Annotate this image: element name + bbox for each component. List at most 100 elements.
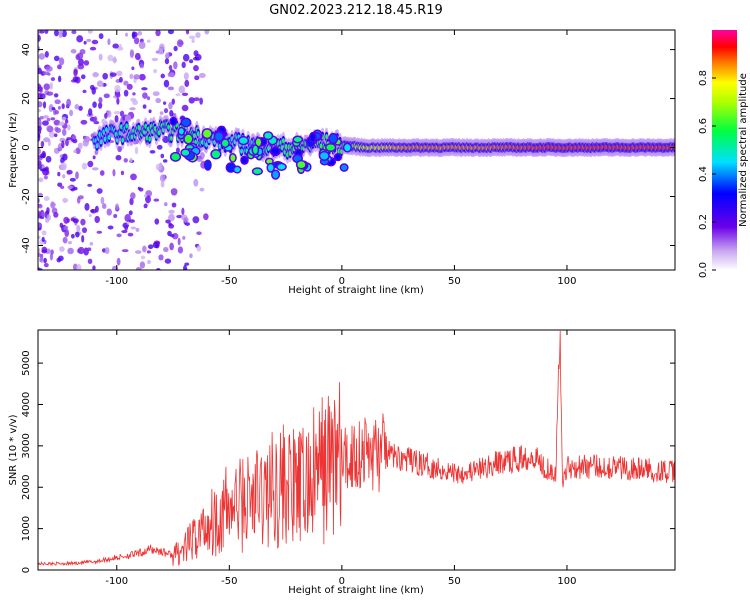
colorbar-tick-label: 0.2: [698, 214, 709, 230]
spectrogram-noise-cell: [91, 167, 99, 171]
spectrogram-noise-cell: [203, 213, 209, 221]
spectrogram-noise-cell: [77, 246, 85, 255]
spectrogram-noise-cell: [38, 247, 41, 254]
spectrogram-noise-cell: [129, 197, 134, 206]
spectrogram-noise-cell: [164, 258, 172, 264]
spectrogram-blob: [251, 144, 260, 156]
spectrogram-noise-cell: [146, 39, 151, 43]
spectrogram-y-tick-label: -40: [21, 237, 32, 253]
spectrogram-noise-cell: [62, 198, 69, 203]
spectrogram-noise-cell: [142, 92, 148, 99]
spectrogram-noise-cell: [87, 258, 93, 265]
spectrogram-noise-cell: [66, 98, 72, 107]
spectrogram-ticks: -100 -50 0 50 100 -40 -20 0 20 40: [21, 30, 675, 287]
spectrogram-noise-cell: [71, 30, 77, 35]
spectrogram-noise-cell: [159, 43, 165, 51]
colorbar-gradient: [712, 30, 737, 270]
snr-x-tick-label: 100: [557, 576, 576, 587]
spectrogram-noise-cell: [183, 72, 189, 81]
spectrogram-noise-cell: [88, 108, 93, 116]
spectrogram-noise-cell: [72, 135, 77, 140]
spectrogram-noise-cell: [65, 138, 69, 147]
spectrogram-blob: [177, 126, 186, 136]
spectrogram-noise-cell: [76, 52, 84, 60]
spectrogram-noise-cell: [152, 91, 160, 97]
spectrogram-noise-cell: [135, 266, 142, 270]
spectrogram-y-tick-label: 40: [21, 43, 32, 56]
spectrogram-noise-cell: [193, 50, 199, 57]
spectrogram-noise-cell: [89, 241, 94, 246]
spectrogram-noise-cell: [38, 101, 43, 108]
spectrogram-blob: [266, 162, 275, 173]
spectrogram-noise-cell: [38, 164, 41, 170]
spectrogram-noise-cell: [134, 250, 142, 254]
spectrogram-noise-cell: [64, 229, 70, 238]
spectrogram-noise-cell: [191, 38, 195, 44]
spectrogram-noise-cell: [164, 58, 170, 65]
spectrogram-noise-cell: [146, 250, 151, 254]
spectrogram-noise-cell: [133, 37, 140, 45]
spectrogram-noise-cell: [46, 91, 54, 96]
spectrogram-noise-cell: [66, 124, 71, 131]
spectrogram-noise-cell: [40, 140, 45, 148]
spectrogram-noise-cell: [115, 154, 122, 161]
spectrogram-noise-cell: [67, 185, 73, 190]
spectrogram-noise-cell: [171, 202, 177, 208]
spectrogram-noise-cell: [137, 31, 143, 36]
spectrogram-blob: [169, 151, 182, 162]
spectrogram-noise-cell: [178, 85, 186, 94]
spectrogram-noise-cell: [181, 104, 189, 112]
spectrogram-blob: [180, 117, 192, 128]
spectrogram-noise-cell: [173, 61, 178, 70]
spectrogram-noise-cell: [38, 204, 43, 209]
figure-title: GN02.2023.212.18.45.R19: [269, 3, 443, 18]
spectrogram-noise-cell: [153, 69, 158, 74]
spectrogram-x-tick-label: 0: [339, 276, 345, 287]
spectrogram-noise-cell: [153, 198, 160, 202]
spectrogram-noise-cell: [43, 83, 51, 91]
spectrogram-noise-cell: [44, 51, 49, 58]
snr-y-tick-label: 0: [21, 567, 32, 573]
spectrogram-blob: [201, 128, 213, 140]
spectrogram-x-tick-label: 50: [448, 276, 461, 287]
spectrogram-noise-cell: [99, 81, 104, 87]
spectrogram-noise-cell: [58, 30, 63, 38]
spectrogram-noise-cell: [89, 84, 95, 90]
spectrogram-noise-cell: [160, 73, 166, 79]
spectrogram-y-tick-label: 20: [21, 92, 32, 105]
spectrogram-noise-cell: [99, 170, 105, 176]
spectrogram-noise-cell: [43, 263, 49, 268]
spectrogram-x-tick-label: -100: [105, 276, 128, 287]
spectrogram-noise-cell: [183, 217, 189, 223]
spectrogram-noise-cell: [53, 119, 61, 126]
spectrogram-noise-cell: [156, 267, 161, 270]
spectrogram-noise-cell: [129, 49, 135, 58]
spectrogram-noise-cell: [100, 196, 105, 205]
spectrogram-blob: [228, 153, 237, 163]
spectrogram-noise-cell: [75, 231, 80, 238]
spectrogram-noise-cell: [161, 175, 166, 179]
spectrogram-noise-cell: [69, 177, 76, 182]
spectrogram-noise-cell: [80, 119, 88, 125]
spectrogram-blob: [169, 116, 178, 126]
spectrogram-noise-cell: [87, 30, 93, 34]
spectrogram-noise-cell: [91, 39, 99, 45]
spectrogram-noise-cell: [127, 232, 134, 237]
spectrogram-noise-cell: [49, 82, 54, 90]
spectrogram-noise-cell: [41, 168, 46, 172]
spectrogram-noise-cell: [168, 102, 173, 110]
spectrogram-noise-cell: [49, 252, 54, 261]
spectrogram-noise-cell: [198, 72, 206, 79]
spectrogram-noise-cell: [50, 249, 54, 255]
spectrogram-noise-cell: [139, 63, 145, 69]
spectrogram-noise-cell: [50, 77, 56, 82]
spectrogram-noise-cell: [128, 219, 135, 223]
snr-y-tick-label: 5000: [21, 350, 32, 375]
spectrogram-noise-cell: [116, 97, 120, 105]
spectrogram-noise-cell: [92, 155, 96, 160]
spectrogram-noise-cell: [75, 147, 81, 155]
spectrogram-noise-cell: [113, 56, 117, 64]
spectrogram-blob: [269, 146, 281, 157]
spectrogram-noise-cell: [88, 213, 92, 218]
spectrogram-noise-cell: [38, 252, 42, 258]
